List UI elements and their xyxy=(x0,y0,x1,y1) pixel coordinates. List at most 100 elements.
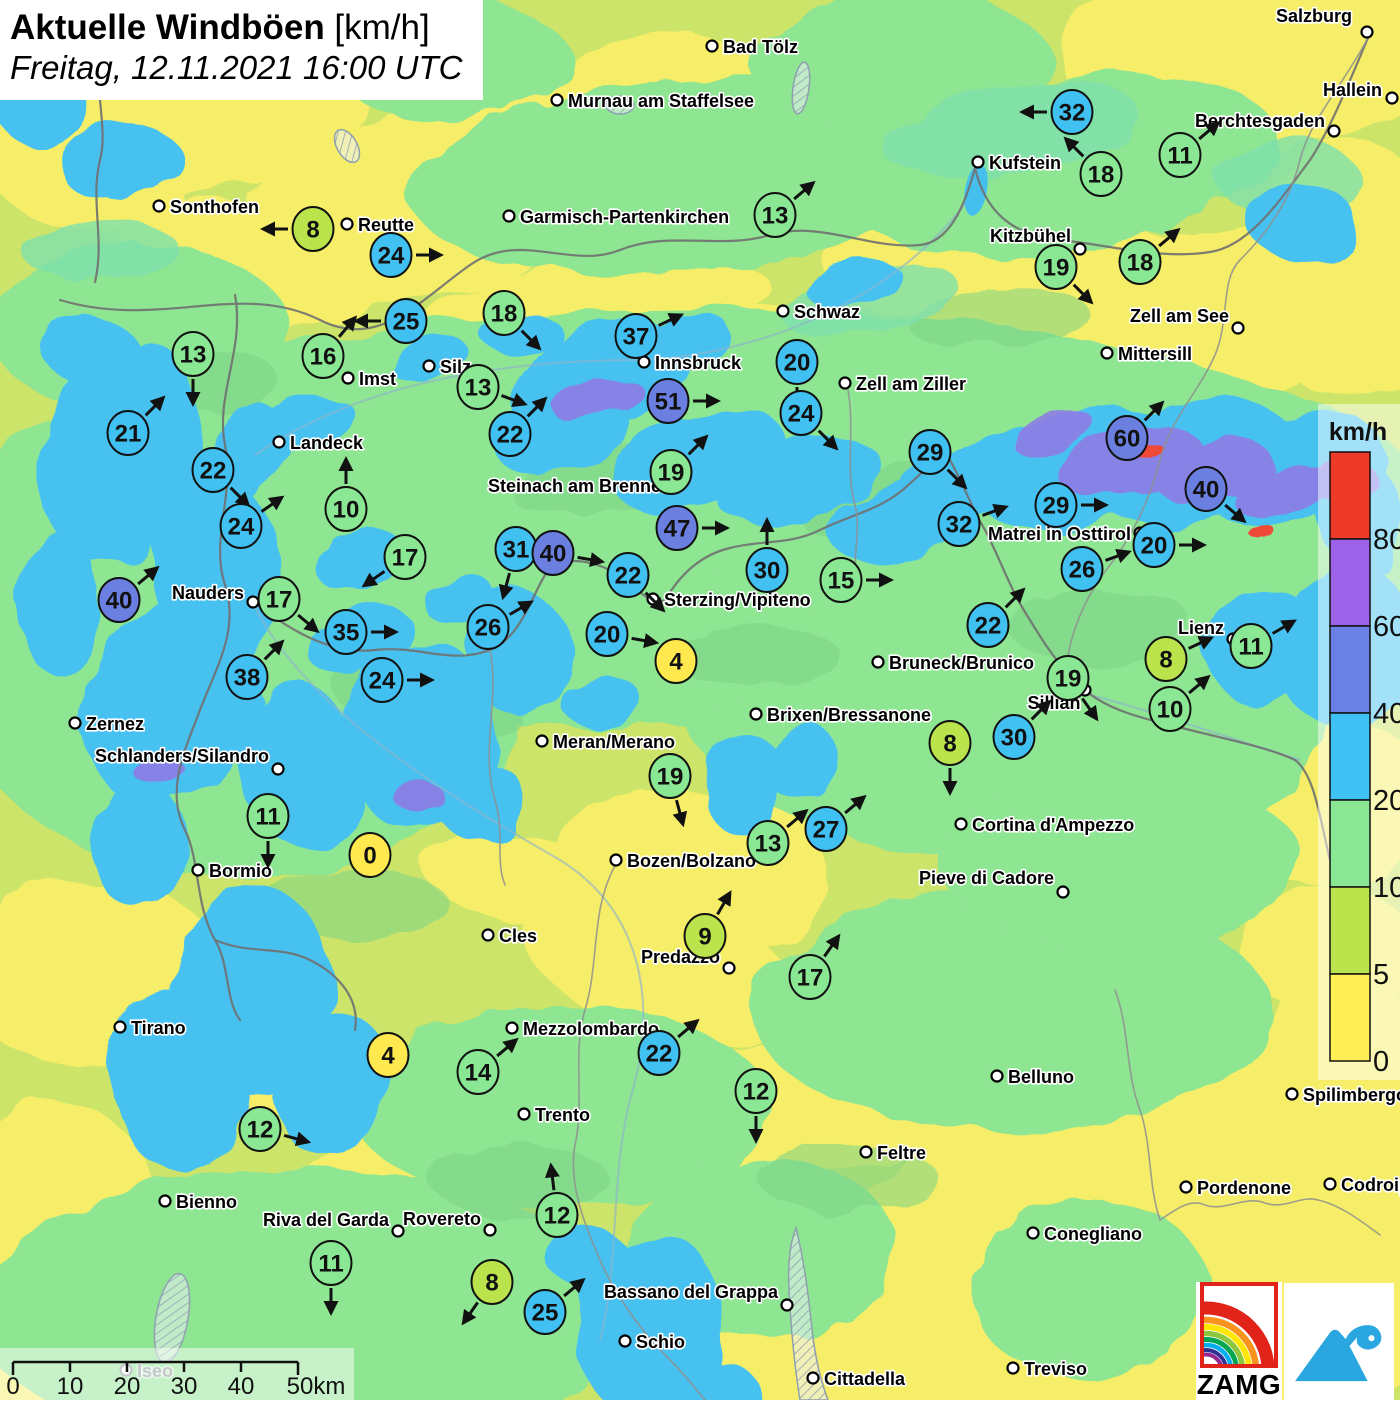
legend-segment xyxy=(1330,452,1370,539)
city-marker-icon xyxy=(1287,1089,1298,1100)
city-marker-icon xyxy=(342,219,353,230)
city-label: Cittadella xyxy=(824,1369,906,1389)
legend-segment xyxy=(1330,713,1370,800)
station-gust-value: 17 xyxy=(266,587,293,614)
station-gust-value: 21 xyxy=(115,421,142,448)
city-marker-icon xyxy=(552,95,563,106)
zamg-rainbow-icon xyxy=(1200,1282,1278,1368)
map-title-unit: [km/h] xyxy=(325,8,430,47)
city-marker-icon xyxy=(808,1373,819,1384)
station-gust-value: 8 xyxy=(1159,647,1172,674)
city-label: Rovereto xyxy=(403,1209,481,1229)
city: Garmisch-Partenkirchen xyxy=(504,207,730,227)
title-box: Aktuelle Windböen [km/h] Freitag, 12.11.… xyxy=(0,0,483,100)
city: Meran/Merano xyxy=(537,732,676,752)
station-gust-value: 40 xyxy=(540,541,567,568)
city: Bozen/Bolzano xyxy=(611,851,757,871)
station-gust-value: 17 xyxy=(392,545,419,572)
station-gust-value: 26 xyxy=(1069,557,1096,584)
legend-tick-label: 80 xyxy=(1373,524,1400,556)
station-gust-value: 37 xyxy=(623,324,650,351)
station-gust-value: 19 xyxy=(658,460,685,487)
legend-segment xyxy=(1330,626,1370,713)
city-marker-icon xyxy=(778,306,789,317)
station-gust-value: 8 xyxy=(485,1270,498,1297)
legend-unit-label: km/h xyxy=(1329,418,1387,446)
city-label: Bad Tölz xyxy=(723,37,798,57)
weather-map: SalzburgBad TölzHalleinMurnau am Staffel… xyxy=(0,0,1400,1400)
city: Matrei in Osttirol xyxy=(988,524,1146,544)
city-marker-icon xyxy=(274,437,285,448)
station-gust-value: 30 xyxy=(1001,725,1028,752)
city-label: Pordenone xyxy=(1197,1178,1291,1198)
city-label: Zell am Ziller xyxy=(856,374,966,394)
city-marker-icon xyxy=(193,865,204,876)
city-marker-icon xyxy=(424,361,435,372)
station-marker: 4 xyxy=(368,1033,409,1077)
station-gust-value: 29 xyxy=(917,440,944,467)
city-label: Steinach am Brenner xyxy=(488,476,668,496)
city-marker-icon xyxy=(611,855,622,866)
station-gust-value: 24 xyxy=(378,243,405,270)
city-label: Bassano del Grappa xyxy=(604,1282,779,1302)
city-marker-icon xyxy=(751,709,762,720)
city-marker-icon xyxy=(483,930,494,941)
station-gust-value: 24 xyxy=(228,514,255,541)
zamg-logo-text: ZAMG xyxy=(1196,1369,1282,1400)
station-gust-value: 22 xyxy=(200,458,227,485)
city-label: Belluno xyxy=(1008,1067,1074,1087)
city-marker-icon xyxy=(840,378,851,389)
city: Murnau am Staffelsee xyxy=(552,91,755,111)
station-marker: 0 xyxy=(350,833,391,877)
city-label: Zell am See xyxy=(1130,306,1229,326)
station-gust-value: 47 xyxy=(664,516,691,543)
city-label: Garmisch-Partenkirchen xyxy=(520,207,729,227)
legend-segment xyxy=(1330,974,1370,1061)
city-label: Pieve di Cadore xyxy=(919,868,1054,888)
legend-tick-label: 0 xyxy=(1373,1046,1389,1078)
station-gust-value: 13 xyxy=(762,203,789,230)
city-label: Bruneck/Brunico xyxy=(889,653,1034,673)
city-marker-icon xyxy=(1181,1182,1192,1193)
station-gust-value: 22 xyxy=(646,1041,673,1068)
city-marker-icon xyxy=(707,41,718,52)
city-label: Hallein xyxy=(1323,80,1382,100)
scalebar-label: 50km xyxy=(287,1373,346,1400)
station-gust-value: 20 xyxy=(594,622,621,649)
station-gust-value: 27 xyxy=(813,817,840,844)
city-marker-icon xyxy=(973,157,984,168)
city-marker-icon xyxy=(507,1023,518,1034)
station-gust-value: 12 xyxy=(743,1079,770,1106)
city-label: Imst xyxy=(359,369,396,389)
city: Mezzolombardo xyxy=(507,1019,660,1039)
city-label: Brixen/Bressanone xyxy=(767,705,931,725)
city-marker-icon xyxy=(115,1022,126,1033)
city-label: Murnau am Staffelsee xyxy=(568,91,754,111)
city-label: Schwaz xyxy=(794,302,860,322)
map-subtitle: Freitag, 12.11.2021 16:00 UTC xyxy=(10,48,463,88)
station-gust-value: 11 xyxy=(1167,143,1192,170)
city-marker-icon xyxy=(1075,244,1086,255)
city-label: Mittersill xyxy=(1118,344,1192,364)
station-gust-value: 25 xyxy=(532,1300,559,1327)
station-gust-value: 10 xyxy=(333,497,360,524)
city-marker-icon xyxy=(1362,27,1373,38)
city-label: Codroipo xyxy=(1341,1175,1400,1195)
station-gust-value: 60 xyxy=(1114,426,1141,453)
scale-bar: 01020304050km xyxy=(0,1348,354,1400)
station-gust-value: 10 xyxy=(1157,697,1184,724)
station-gust-value: 18 xyxy=(491,301,518,328)
legend-segment xyxy=(1330,539,1370,626)
city-marker-icon xyxy=(1387,93,1398,104)
station-gust-value: 9 xyxy=(698,924,711,951)
city-label: Conegliano xyxy=(1044,1224,1142,1244)
scalebar-label: 10 xyxy=(57,1373,84,1400)
city-label: Kufstein xyxy=(989,153,1061,173)
zamg-logo: ZAMG xyxy=(1196,1282,1282,1400)
city-label: Zernez xyxy=(86,714,144,734)
city-marker-icon xyxy=(1102,348,1113,359)
city-label: Mezzolombardo xyxy=(523,1019,659,1039)
station-gust-value: 12 xyxy=(247,1117,274,1144)
city: Innsbruck xyxy=(639,353,743,373)
station-gust-value: 19 xyxy=(657,764,684,791)
